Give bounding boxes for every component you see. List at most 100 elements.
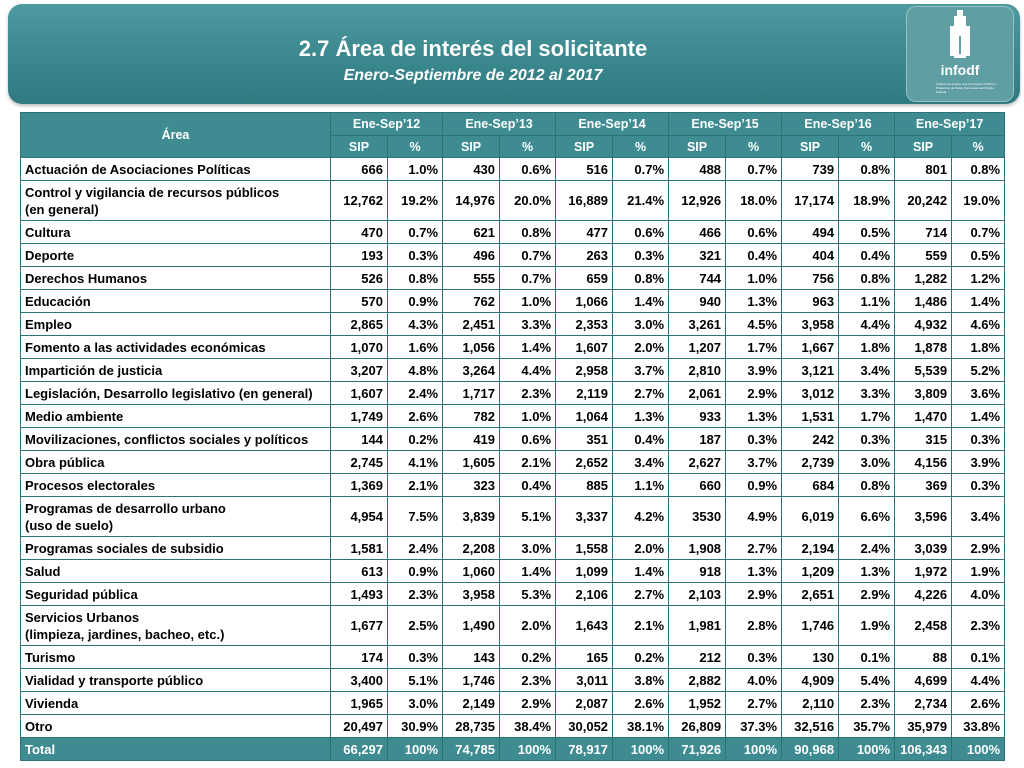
area-label-line: Cultura (25, 224, 71, 240)
sip-value-cell: 1,581 (330, 536, 388, 560)
sip-value-cell: 1,470 (894, 404, 953, 428)
area-cell: Medio ambiente (20, 404, 331, 428)
area-cell: Programas sociales de subsidio (20, 536, 331, 560)
percent-value-cell: 0.9% (386, 559, 444, 583)
area-label-line: Movilizaciones, conflictos sociales y po… (25, 431, 309, 447)
percent-value-cell: 1.4% (499, 335, 557, 359)
area-label-line: Legislación, Desarrollo legislativo (en … (25, 385, 313, 401)
sip-value-cell: 12,762 (330, 180, 388, 221)
percent-value-cell: 3.0% (612, 312, 670, 336)
logo-caption: Instituto de Acceso a la Información Púb… (936, 82, 997, 94)
sip-value-cell: 30,052 (555, 714, 614, 738)
percent-value-cell: 0.8% (838, 473, 896, 497)
sip-column-header: SIP (555, 135, 614, 158)
percent-value-cell: 2.7% (612, 582, 670, 606)
area-cell: Empleo (20, 312, 331, 336)
page-subtitle: Enero-Septiembre de 2012 al 2017 (343, 67, 603, 84)
area-label-line: Programas sociales de subsidio (25, 540, 224, 556)
percent-column-header: % (612, 135, 670, 158)
area-label-line: (en general) (25, 201, 99, 217)
percent-value-cell: 30.9% (386, 714, 444, 738)
sip-value-cell: 470 (330, 220, 388, 244)
percent-value-cell: 0.3% (386, 645, 444, 669)
sip-value-cell: 2,739 (781, 450, 840, 474)
percent-value-cell: 2.4% (386, 381, 444, 405)
percent-value-cell: 38.1% (612, 714, 670, 738)
sip-value-cell: 2,865 (330, 312, 388, 336)
percent-value-cell: 0.9% (725, 473, 783, 497)
percent-column-header: % (951, 135, 1006, 158)
table-row: Vialidad y transporte público 3,400 5.1% 1,… (20, 668, 1006, 692)
percent-value-cell: 2.3% (499, 668, 557, 692)
sip-value-cell: 1,677 (330, 605, 388, 646)
percent-value-cell: 2.3% (499, 381, 557, 405)
table-row: Servicios Urbanos (limpieza, jardines, ba… (20, 605, 1006, 646)
percent-value-cell: 0.1% (951, 645, 1006, 669)
sip-value-cell: 242 (781, 427, 840, 451)
sip-value-cell: 496 (442, 243, 501, 267)
sip-value-cell: 321 (668, 243, 727, 267)
sip-value-cell: 744 (668, 266, 727, 290)
sip-value-cell: 35,979 (894, 714, 953, 738)
sip-value-cell: 3,121 (781, 358, 840, 382)
total-percent-cell: 100% (725, 737, 783, 761)
area-cell: Salud (20, 559, 331, 583)
percent-value-cell: 2.3% (951, 605, 1006, 646)
area-cell: Control y vigilancia de recursos público… (20, 180, 331, 221)
sip-value-cell: 32,516 (781, 714, 840, 738)
sip-value-cell: 933 (668, 404, 727, 428)
percent-value-cell: 2.1% (499, 450, 557, 474)
table-row: Otro 20,497 30.9% 28,735 38.4% 30,052 38.1% 26,… (20, 714, 1006, 738)
percent-value-cell: 5.1% (499, 496, 557, 537)
total-percent-cell: 100% (951, 737, 1006, 761)
percent-value-cell: 0.9% (386, 289, 444, 313)
percent-value-cell: 0.8% (612, 266, 670, 290)
percent-value-cell: 2.3% (386, 582, 444, 606)
sip-value-cell: 918 (668, 559, 727, 583)
sip-value-cell: 165 (555, 645, 614, 669)
sip-value-cell: 762 (442, 289, 501, 313)
sip-value-cell: 323 (442, 473, 501, 497)
sip-value-cell: 4,699 (894, 668, 953, 692)
sip-value-cell: 3,958 (442, 582, 501, 606)
sip-value-cell: 1,070 (330, 335, 388, 359)
percent-value-cell: 1.3% (838, 559, 896, 583)
sip-value-cell: 885 (555, 473, 614, 497)
page-title: 2.7 Área de interés del solicitante (298, 36, 648, 61)
sip-value-cell: 570 (330, 289, 388, 313)
sip-column-header: SIP (442, 135, 501, 158)
percent-value-cell: 1.9% (951, 559, 1006, 583)
sip-value-cell: 1,207 (668, 335, 727, 359)
sip-value-cell: 2,451 (442, 312, 501, 336)
sip-value-cell: 2,745 (330, 450, 388, 474)
sip-value-cell: 1,746 (781, 605, 840, 646)
percent-value-cell: 5.3% (499, 582, 557, 606)
area-label-line: Vivienda (25, 695, 79, 711)
percent-value-cell: 0.8% (951, 157, 1006, 181)
total-percent-cell: 100% (499, 737, 557, 761)
percent-value-cell: 1.8% (838, 335, 896, 359)
percent-value-cell: 3.4% (951, 496, 1006, 537)
percent-value-cell: 2.9% (725, 582, 783, 606)
sip-value-cell: 12,926 (668, 180, 727, 221)
percent-value-cell: 0.3% (612, 243, 670, 267)
percent-column-header: % (838, 135, 896, 158)
sip-value-cell: 4,954 (330, 496, 388, 537)
sip-value-cell: 430 (442, 157, 501, 181)
percent-value-cell: 1.1% (838, 289, 896, 313)
percent-value-cell: 0.1% (838, 645, 896, 669)
area-cell: Movilizaciones, conflictos sociales y po… (20, 427, 331, 451)
sip-value-cell: 1,952 (668, 691, 727, 715)
area-cell: Cultura (20, 220, 331, 244)
sip-value-cell: 1,531 (781, 404, 840, 428)
area-cell: Fomento a las actividades económicas (20, 335, 331, 359)
percent-value-cell: 2.4% (386, 536, 444, 560)
total-sip-cell: 66,297 (330, 737, 388, 761)
percent-value-cell: 0.8% (499, 220, 557, 244)
sip-value-cell: 14,976 (442, 180, 501, 221)
percent-value-cell: 0.3% (725, 427, 783, 451)
percent-value-cell: 3.3% (838, 381, 896, 405)
percent-value-cell: 2.0% (612, 536, 670, 560)
area-cell: Impartición de justicia (20, 358, 331, 382)
percent-value-cell: 37.3% (725, 714, 783, 738)
